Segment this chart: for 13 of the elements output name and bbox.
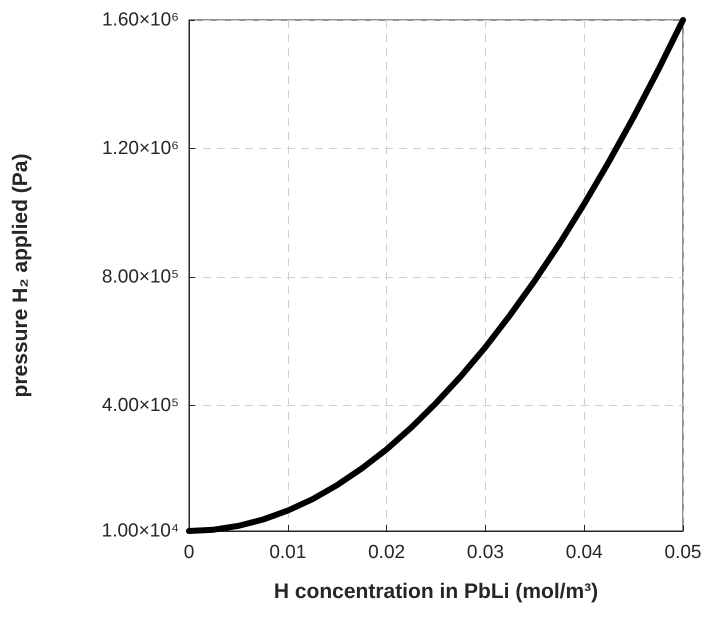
y-tick-label: 1.20×10⁶: [102, 138, 179, 160]
x-axis-title: H concentration in PbLi (mol/m³): [274, 580, 598, 603]
y-tick-label: 8.00×10⁵: [102, 266, 179, 288]
x-tick-label: 0.05: [664, 542, 702, 563]
y-tick-label: 1.00×10⁴: [102, 520, 179, 542]
y-axis-title: pressure H₂ applied (Pa): [9, 154, 32, 398]
x-tick-label: 0.01: [269, 542, 306, 563]
x-tick-label: 0.04: [566, 542, 604, 563]
y-tick-label: 4.00×10⁵: [102, 395, 179, 416]
x-tick-label: 0.02: [368, 542, 406, 563]
y-tick-label: 1.60×10⁶: [102, 10, 179, 30]
x-tick-label: 0: [184, 542, 194, 563]
x-tick-label: 0.03: [466, 542, 504, 563]
